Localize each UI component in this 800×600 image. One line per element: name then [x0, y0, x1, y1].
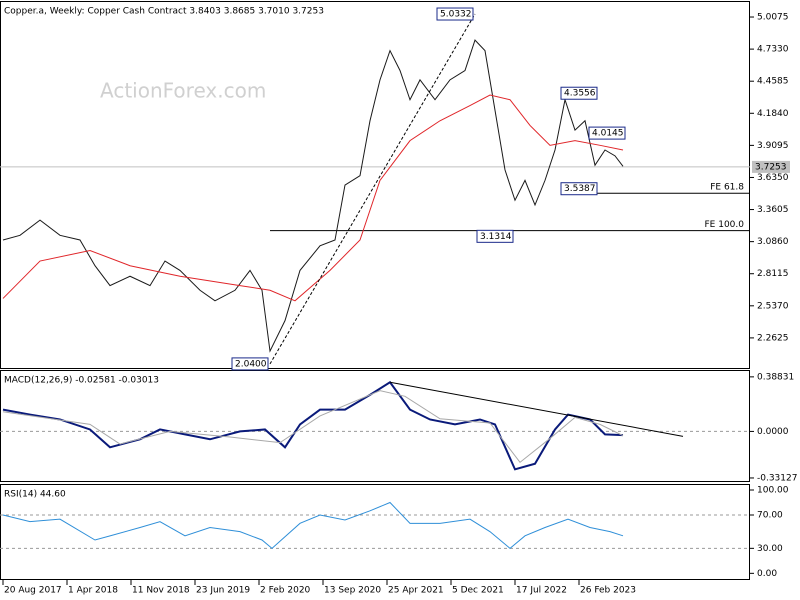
level-label: FE 100.0	[705, 220, 745, 230]
y-tick-label: 3.0860	[757, 237, 789, 247]
last-price-label: 3.7253	[755, 162, 787, 172]
y-tick-label: 5.0075	[757, 13, 789, 23]
x-tick-label: 26 Feb 2023	[580, 586, 636, 596]
y-tick-label: 30.00	[757, 544, 783, 554]
panel-title: MACD(12,26,9) -0.02581 -0.03013	[4, 376, 159, 386]
x-tick-label: 20 Aug 2017	[4, 586, 62, 596]
rsi-panel	[0, 484, 750, 580]
macd-panel	[0, 370, 750, 482]
x-tick-label: 13 Sep 2020	[324, 586, 381, 596]
x-tick-label: 2 Feb 2020	[260, 586, 311, 596]
y-tick-label: 4.4585	[757, 77, 789, 87]
annotation-box	[560, 86, 598, 100]
x-tick-label: 5 Dec 2021	[452, 586, 504, 596]
main-panel	[0, 1, 750, 369]
y-tick-label: 2.5370	[757, 301, 789, 311]
annotation-box	[476, 229, 514, 243]
y-tick-label: 100.00	[757, 486, 789, 496]
panel-title: Copper.a, Weekly: Copper Cash Contract 3…	[4, 7, 324, 17]
level-label: FE 61.8	[710, 183, 744, 193]
annotation-box	[588, 126, 626, 140]
y-tick-label: 3.6350	[757, 173, 789, 183]
annotation-box	[560, 182, 598, 196]
annotation-label: 3.5387	[564, 184, 596, 194]
annotation-label: 4.0145	[592, 129, 624, 139]
trend-line	[269, 13, 476, 365]
y-tick-label: 3.3605	[757, 205, 789, 215]
series-line	[2, 39, 624, 353]
x-tick-label: 23 Jun 2019	[196, 586, 250, 596]
annotation-box	[231, 357, 269, 371]
annotation-label: 4.3556	[564, 89, 596, 99]
annotation-label: 5.0332	[440, 10, 472, 20]
y-tick-label: 3.9095	[757, 141, 789, 151]
annotation-box	[436, 7, 474, 21]
y-tick-label: 4.1840	[757, 109, 789, 119]
x-tick-label: 17 Jul 2022	[516, 586, 567, 596]
watermark: ActionForex.com	[100, 79, 266, 103]
y-tick-label: 2.8115	[757, 269, 789, 279]
last-price-box	[752, 160, 790, 173]
y-tick-label: 70.00	[757, 511, 783, 521]
y-tick-label: -0.33127	[757, 473, 797, 483]
series-line	[2, 390, 624, 464]
panel-title: RSI(14) 44.60	[4, 490, 66, 500]
y-tick-label: 4.7330	[757, 45, 789, 55]
annotation-label: 2.0400	[235, 359, 267, 369]
x-tick-label: 1 Apr 2018	[68, 586, 118, 596]
x-tick-label: 11 Nov 2018	[132, 586, 190, 596]
y-tick-label: 2.2625	[757, 333, 789, 343]
annotation-label: 3.1314	[480, 232, 512, 242]
series-line	[2, 501, 624, 549]
y-tick-label: 0.38831	[757, 372, 794, 382]
y-tick-label: 0.00	[757, 569, 777, 579]
series-line	[2, 94, 624, 302]
x-tick-label: 25 Apr 2021	[388, 586, 444, 596]
y-tick-label: 0.0000	[757, 427, 789, 437]
trend-line	[389, 381, 684, 437]
